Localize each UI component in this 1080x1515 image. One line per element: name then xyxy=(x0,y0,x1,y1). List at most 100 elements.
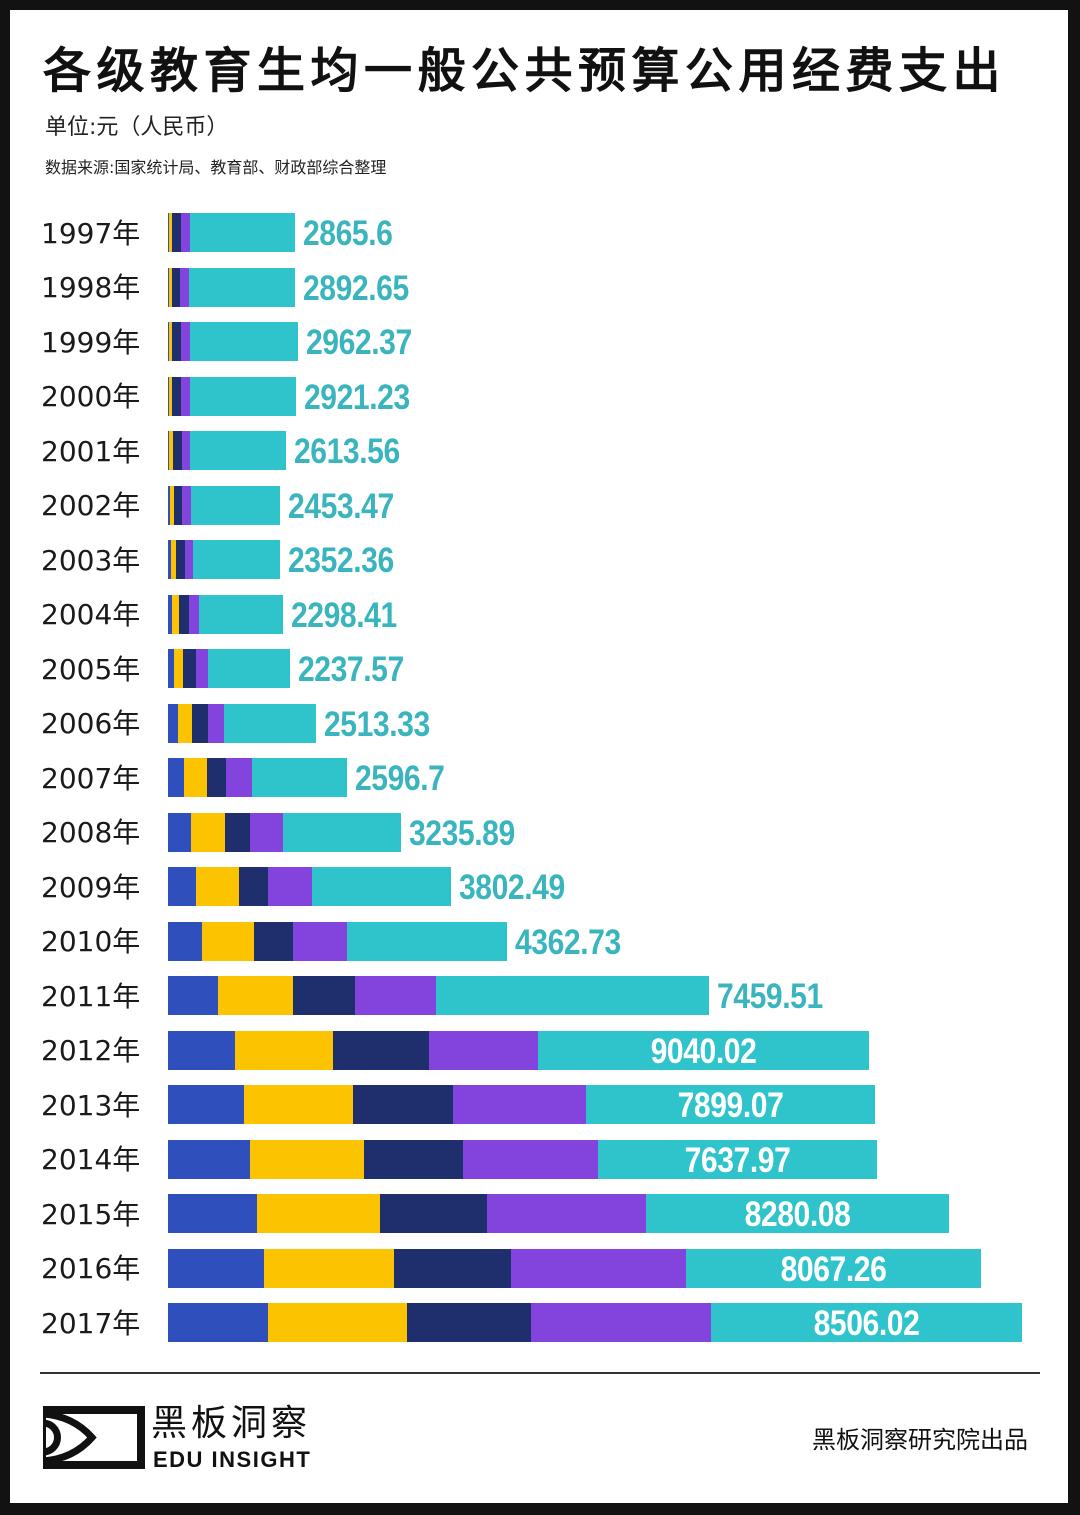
bar-segment-2 xyxy=(195,867,239,906)
category-label: 2014年 xyxy=(41,1143,141,1176)
footer-divider xyxy=(40,1372,1040,1374)
bar-segment-3 xyxy=(238,867,269,906)
data-label: 7637.97 xyxy=(684,1140,791,1180)
bar-segment-1 xyxy=(168,1085,244,1124)
bar-segment-5 xyxy=(223,703,316,743)
bar-segment-2 xyxy=(190,812,225,852)
bar-segment-5 xyxy=(312,867,452,906)
bar-segment-3 xyxy=(292,976,356,1015)
bar-segment-1 xyxy=(168,1248,264,1288)
bar-segment-4 xyxy=(225,758,252,797)
data-label: 2298.41 xyxy=(290,595,397,635)
category-label: 2005年 xyxy=(41,652,141,686)
bar-segment-1 xyxy=(168,1139,251,1179)
category-label: 2007年 xyxy=(41,761,141,795)
bar-segment-1 xyxy=(168,921,203,961)
data-label: 7899.07 xyxy=(677,1086,783,1125)
bar-segment-1 xyxy=(168,1303,268,1342)
data-label-container: 2892.65 xyxy=(303,269,426,308)
bar-segment-5 xyxy=(190,485,281,525)
data-label-container: 3802.49 xyxy=(459,868,582,907)
bar-segment-5 xyxy=(189,267,296,307)
data-label-container: 7637.97 xyxy=(598,1141,878,1180)
bar-segment-1 xyxy=(168,649,175,688)
category-label: 2008年 xyxy=(41,816,141,849)
bar-segment-2 xyxy=(217,976,293,1015)
bar-segment-5 xyxy=(251,758,347,797)
bar-segment-3 xyxy=(174,485,183,525)
data-label: 2892.65 xyxy=(303,268,409,308)
bar-segment-5 xyxy=(207,649,290,688)
category-label: 2003年 xyxy=(41,543,141,577)
bar-segment-5 xyxy=(597,1139,878,1179)
data-label: 2865.6 xyxy=(303,214,393,253)
data-label-container: 2865.6 xyxy=(303,214,407,253)
bar-segment-5 xyxy=(283,812,402,852)
data-label: 2513.33 xyxy=(323,704,430,744)
bar-segment-2 xyxy=(169,376,173,416)
bar-segment-1 xyxy=(168,758,184,797)
data-label-container: 2453.47 xyxy=(288,487,411,526)
eye-in-box-logo-icon xyxy=(43,1406,145,1469)
bar-segment-4 xyxy=(180,376,190,416)
bar-segment-4 xyxy=(531,1303,711,1342)
bar-segment-1 xyxy=(168,1030,235,1070)
bar-segment-2 xyxy=(243,1085,353,1124)
bar-segment-2 xyxy=(202,921,254,961)
data-label: 9040.02 xyxy=(650,1031,757,1071)
bar-segment-4 xyxy=(184,540,194,579)
bar-segment-1 xyxy=(168,867,196,906)
bar-segment-1 xyxy=(168,976,218,1015)
bar-segment-1 xyxy=(168,1194,258,1233)
bar-segment-3 xyxy=(172,322,181,361)
data-label: 7459.51 xyxy=(717,977,824,1016)
data-label-container: 2513.33 xyxy=(324,705,447,744)
bar-segment-4 xyxy=(453,1085,586,1124)
bar-segment-4 xyxy=(250,812,283,852)
chart-title: 各级教育生均一般公共预算公用经费支出 xyxy=(43,43,1007,99)
category-label: 2000年 xyxy=(41,380,141,413)
bar-segment-1 xyxy=(168,540,171,579)
data-source-note: 数据来源:国家统计局、教育部、财政部综合整理 xyxy=(45,158,387,177)
bar-segment-4 xyxy=(188,594,199,634)
bar-segment-5 xyxy=(189,376,297,416)
data-label-container: 2613.56 xyxy=(294,432,417,471)
bar-segment-2 xyxy=(174,649,183,688)
bar-segment-1 xyxy=(168,213,170,252)
data-label: 2453.47 xyxy=(288,486,395,526)
bar-segment-1 xyxy=(168,812,191,852)
data-label-container: 8280.08 xyxy=(646,1195,949,1234)
data-label: 4362.73 xyxy=(514,922,621,962)
bar-segment-5 xyxy=(193,540,280,579)
bar-segment-3 xyxy=(352,1085,454,1124)
category-label: 2010年 xyxy=(41,925,141,958)
bar-segment-4 xyxy=(182,485,191,525)
category-label: 2006年 xyxy=(41,707,141,740)
data-label: 8280.08 xyxy=(744,1195,851,1234)
unit-note: 单位:元（人民币） xyxy=(45,115,229,140)
data-label: 2237.57 xyxy=(297,650,404,689)
data-label: 2921.23 xyxy=(304,377,411,417)
bar-segment-4 xyxy=(268,867,313,906)
bar-segment-4 xyxy=(180,213,191,252)
bar-segment-5 xyxy=(189,322,299,361)
category-label: 2004年 xyxy=(41,598,141,631)
bar-segment-3 xyxy=(206,758,226,797)
bar-segment-5 xyxy=(190,431,286,470)
bar-segment-2 xyxy=(177,703,192,743)
data-label: 3802.49 xyxy=(459,868,566,907)
data-label-container: 9040.02 xyxy=(538,1032,869,1071)
category-label: 2011年 xyxy=(41,979,141,1013)
data-label-container: 2237.57 xyxy=(298,650,421,689)
bar-segment-3 xyxy=(380,1194,488,1233)
data-label: 8506.02 xyxy=(813,1304,920,1343)
bar-segment-5 xyxy=(646,1194,950,1233)
bar-segment-2 xyxy=(257,1194,381,1233)
category-label: 2013年 xyxy=(41,1088,141,1122)
bar-segment-1 xyxy=(168,267,170,307)
bar-segment-2 xyxy=(267,1303,407,1342)
bar-segment-3 xyxy=(172,376,181,416)
data-label-container: 4362.73 xyxy=(515,923,638,962)
data-label-container: 2596.7 xyxy=(355,759,459,798)
bar-segment-2 xyxy=(183,758,207,797)
